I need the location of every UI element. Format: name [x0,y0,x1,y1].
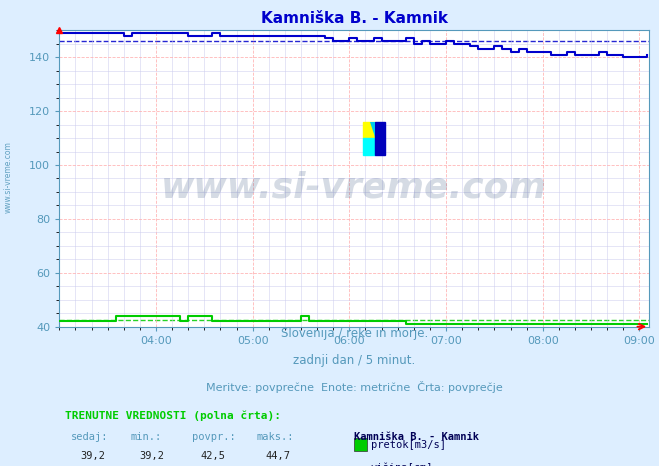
Text: 39,2: 39,2 [80,451,105,460]
Text: povpr.:: povpr.: [192,432,236,442]
Text: min.:: min.: [130,432,161,442]
Title: Kamniška B. - Kamnik: Kamniška B. - Kamnik [261,11,447,27]
Text: Kamniška B. - Kamnik: Kamniška B. - Kamnik [355,432,479,442]
Text: Slovenija / reke in morje.: Slovenija / reke in morje. [281,327,428,340]
Text: višina[cm]: višina[cm] [371,462,433,466]
Bar [376,122,386,155]
Text: zadnji dan / 5 minut.: zadnji dan / 5 minut. [293,354,415,367]
Text: TRENUTNE VREDNOSTI (polna črta):: TRENUTNE VREDNOSTI (polna črta): [65,410,281,421]
Polygon shape [370,122,376,137]
Bar [355,461,367,466]
Text: pretok[m3/s]: pretok[m3/s] [371,439,445,450]
Text: sedaj:: sedaj: [71,432,109,442]
Bar [355,439,367,451]
Text: www.si-vreme.com: www.si-vreme.com [161,171,547,205]
Text: maks.:: maks.: [257,432,295,442]
Text: Meritve: povprečne  Enote: metrične  Črta: povprečje: Meritve: povprečne Enote: metrične Črta:… [206,381,503,392]
Text: 39,2: 39,2 [139,451,164,460]
Bar [363,138,376,155]
Text: www.si-vreme.com: www.si-vreme.com [3,141,13,213]
Text: 44,7: 44,7 [266,451,291,460]
Bar [363,122,376,138]
Text: 42,5: 42,5 [201,451,226,460]
